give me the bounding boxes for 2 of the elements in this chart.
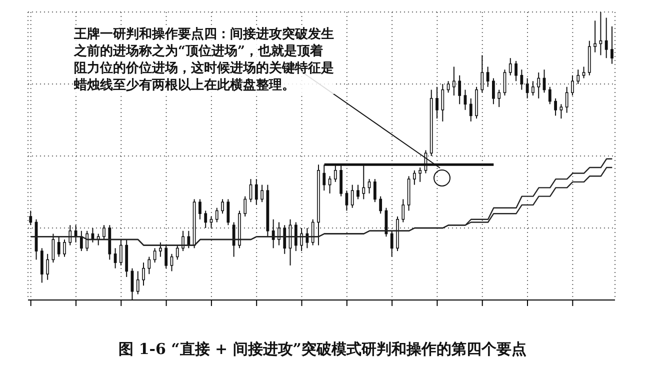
text: 图 1-6 “直接 + 间接进攻”突破模式研判和操作的第四个要点	[118, 340, 528, 359]
annotation: 王牌一研判和操作要点四：间接进攻突破发生之前的进场称之为“顶位进场”，也就是顶着阻力位的价位进场，这时候进场的关键特征是蜡烛线至少有两根以上在此横盘整理。	[74, 26, 334, 94]
